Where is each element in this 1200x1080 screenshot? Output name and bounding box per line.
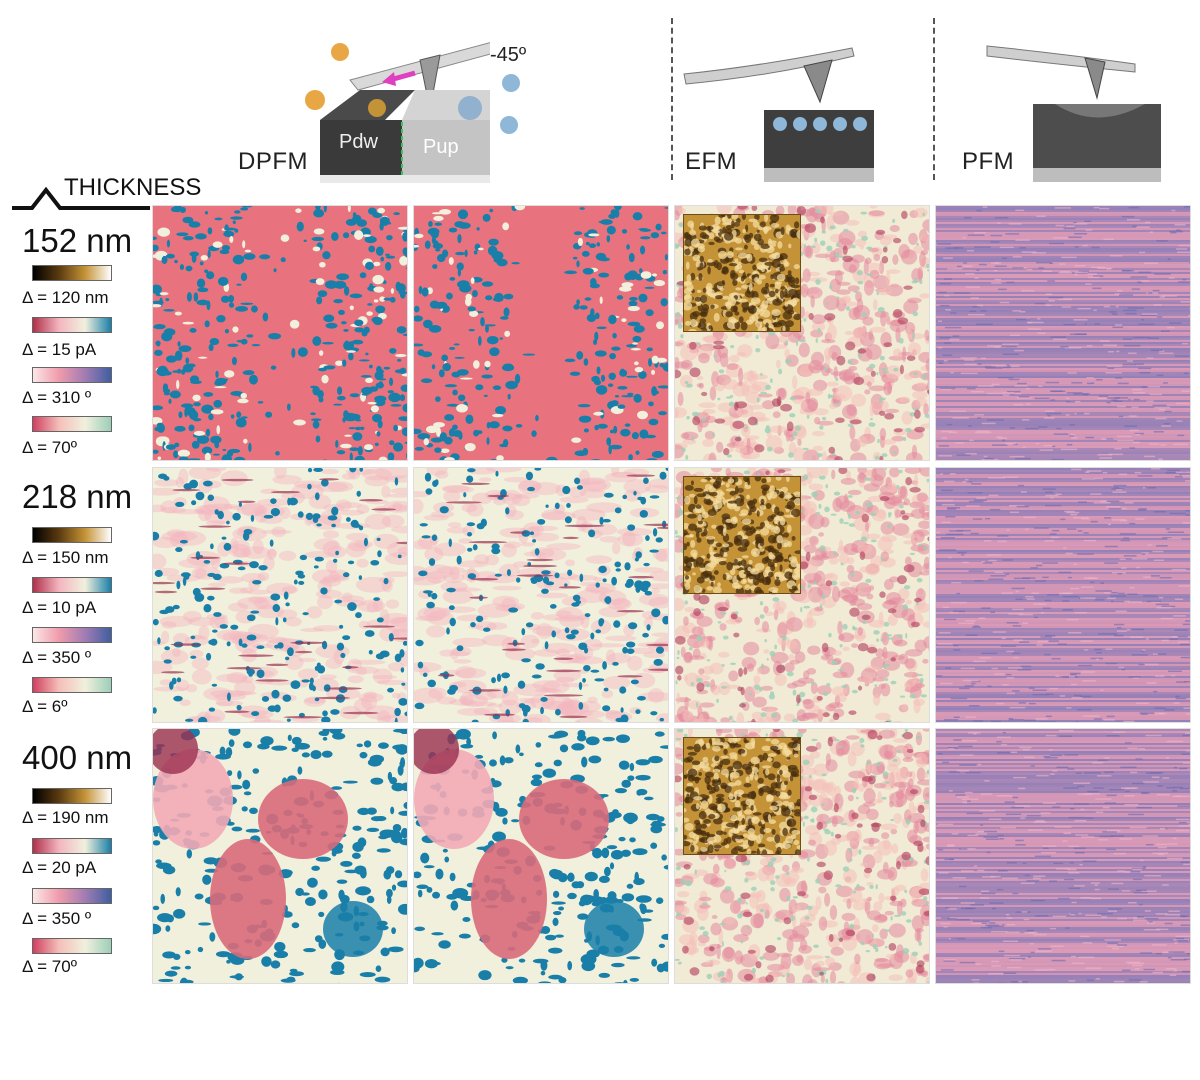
thickness-value: 400 nm	[22, 739, 133, 776]
pfm-map-152nm	[935, 205, 1191, 461]
scale-label: Δ = 190 nm	[22, 808, 109, 827]
dpfm-current-map-218nm-b	[413, 467, 669, 723]
height-colorbar	[32, 527, 112, 543]
dpfm-current-map-218nm	[152, 467, 408, 723]
topography-inset	[683, 476, 801, 594]
efm-colorbar	[32, 416, 112, 432]
efm-map-400nm	[674, 728, 930, 984]
scale-label: Δ = 310 º	[22, 388, 92, 407]
topography-inset	[683, 214, 801, 332]
scale-label: Δ = 350 º	[22, 909, 92, 928]
phase-colorbar	[32, 367, 112, 383]
efm-map-218nm	[674, 467, 930, 723]
method-label-dpfm: DPFM	[238, 148, 308, 175]
blue-charge-icon	[500, 116, 518, 134]
divider-line-1	[671, 18, 673, 180]
divider-line-2	[933, 18, 935, 180]
efm-colorbar	[32, 677, 112, 693]
angle-label: -45º	[490, 44, 527, 66]
topography-inset	[683, 737, 801, 855]
height-colorbar	[32, 265, 112, 281]
thickness-value: 218 nm	[22, 478, 133, 515]
phase-colorbar	[32, 627, 112, 643]
phase-colorbar	[32, 888, 112, 904]
scale-label: Δ = 120 nm	[22, 288, 109, 307]
scale-label: Δ = 6º	[22, 697, 68, 716]
dpfm-schematic	[290, 10, 518, 185]
scale-label: Δ = 70º	[22, 957, 77, 976]
thickness-value: 152 nm	[22, 222, 133, 259]
blue-charge-icon	[502, 74, 520, 92]
scale-label: Δ = 10 pA	[22, 598, 97, 617]
scale-label: Δ = 20 pA	[22, 858, 97, 877]
pfm-schematic	[985, 36, 1185, 186]
height-colorbar	[32, 788, 112, 804]
current-colorbar	[32, 577, 112, 593]
dpfm-current-map-152nm	[152, 205, 408, 461]
method-label-efm: EFM	[685, 148, 738, 175]
block-label-pdw: Pdw	[339, 131, 378, 153]
current-colorbar	[32, 838, 112, 854]
dpfm-current-map-400nm	[152, 728, 408, 984]
dpfm-current-map-152nm-b	[413, 205, 669, 461]
method-label-pfm: PFM	[962, 148, 1015, 175]
pfm-map-218nm	[935, 467, 1191, 723]
scale-label: Δ = 350 º	[22, 648, 92, 667]
scale-label: Δ = 15 pA	[22, 340, 97, 359]
efm-schematic	[682, 36, 912, 186]
dpfm-current-map-400nm-b	[413, 728, 669, 984]
efm-map-152nm	[674, 205, 930, 461]
thickness-title: THICKNESS	[64, 174, 202, 201]
block-label-pup: Pup	[423, 136, 459, 158]
efm-colorbar	[32, 938, 112, 954]
thickness-bracket-icon	[10, 182, 150, 217]
pfm-map-400nm	[935, 728, 1191, 984]
scale-label: Δ = 70º	[22, 438, 77, 457]
scale-label: Δ = 150 nm	[22, 548, 109, 567]
current-colorbar	[32, 317, 112, 333]
